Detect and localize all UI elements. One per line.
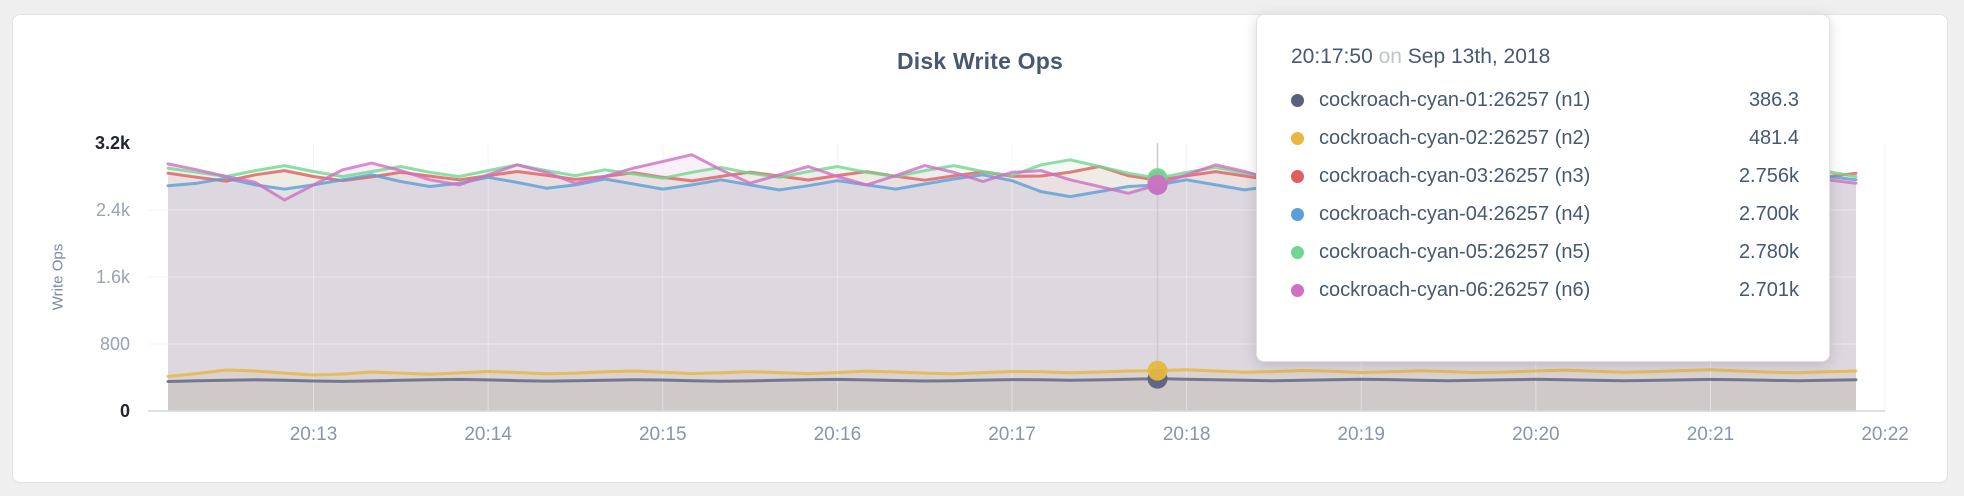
x-tick-label: 20:19 <box>1337 424 1385 445</box>
series-color-dot-icon <box>1291 93 1304 107</box>
tooltip-date: Sep 13th, 2018 <box>1407 45 1551 68</box>
x-tick-label: 20:21 <box>1687 424 1735 445</box>
series-name: cockroach-cyan-04:26257 (n4) <box>1319 202 1591 225</box>
series-name: cockroach-cyan-03:26257 (n3) <box>1319 164 1591 187</box>
hover-dot-n2 <box>1147 360 1168 381</box>
series-color-dot-icon <box>1291 283 1304 297</box>
series-value: 2.701k <box>1738 278 1799 301</box>
series-name: cockroach-cyan-06:26257 (n6) <box>1319 278 1591 301</box>
series-name: cockroach-cyan-05:26257 (n5) <box>1319 240 1591 263</box>
x-tick-label: 20:17 <box>988 424 1036 445</box>
y-tick-label: 0 <box>120 401 130 421</box>
y-axis-title: Write Ops <box>49 243 67 311</box>
series-color-dot-icon <box>1291 131 1304 145</box>
x-tick-label: 20:22 <box>1861 424 1909 445</box>
tooltip-on-word: on <box>1378 45 1402 68</box>
tooltip-row: cockroach-cyan-06:26257 (n6) 2.701k <box>1291 271 1799 309</box>
series-value: 2.780k <box>1738 240 1799 263</box>
series-value: 2.700k <box>1738 202 1799 225</box>
tooltip-header: 20:17:50 on Sep 13th, 2018 <box>1291 45 1799 69</box>
hover-tooltip: 20:17:50 on Sep 13th, 2018 cockroach-cya… <box>1256 14 1830 362</box>
series-value: 481.4 <box>1748 126 1799 149</box>
y-tick-label: 3.2k <box>95 133 131 153</box>
series-line-n2 <box>166 368 1858 378</box>
x-tick-label: 20:20 <box>1512 424 1560 445</box>
x-tick-label: 20:15 <box>639 424 687 445</box>
tooltip-row: cockroach-cyan-02:26257 (n2) 481.4 <box>1291 119 1799 157</box>
tooltip-row: cockroach-cyan-04:26257 (n4) 2.700k <box>1291 195 1799 233</box>
x-tick-label: 20:18 <box>1163 424 1211 445</box>
tooltip-row: cockroach-cyan-05:26257 (n5) 2.780k <box>1291 233 1799 271</box>
x-tick-label: 20:14 <box>464 424 512 445</box>
series-line-n1 <box>166 377 1858 383</box>
series-color-dot-icon <box>1291 245 1304 259</box>
y-tick-label: 2.4k <box>96 200 131 220</box>
y-tick-label: 800 <box>100 334 130 354</box>
series-color-dot-icon <box>1291 207 1304 221</box>
x-tick-label: 20:13 <box>290 424 338 445</box>
series-name: cockroach-cyan-02:26257 (n2) <box>1319 126 1591 149</box>
series-value: 386.3 <box>1748 88 1799 111</box>
tooltip-time: 20:17:50 <box>1291 45 1373 68</box>
hover-dot-n6 <box>1147 174 1168 195</box>
series-color-dot-icon <box>1291 169 1304 183</box>
tooltip-row: cockroach-cyan-03:26257 (n3) 2.756k <box>1291 157 1799 195</box>
series-name: cockroach-cyan-01:26257 (n1) <box>1319 88 1591 111</box>
x-tick-label: 20:16 <box>814 424 862 445</box>
y-tick-label: 1.6k <box>96 267 131 287</box>
series-value: 2.756k <box>1738 164 1799 187</box>
tooltip-row: cockroach-cyan-01:26257 (n1) 386.3 <box>1291 81 1799 119</box>
